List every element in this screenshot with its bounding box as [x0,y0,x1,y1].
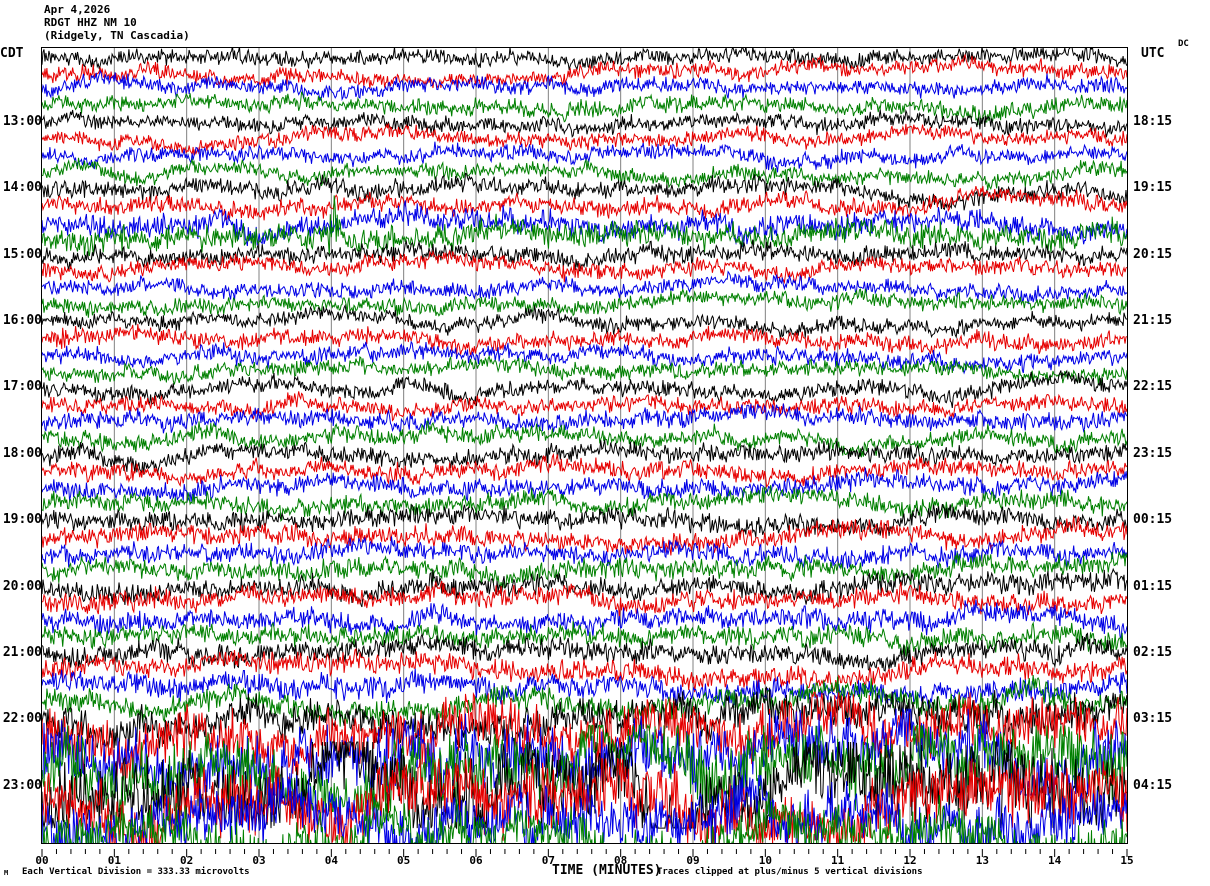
x-axis-tick-label: 00 [35,854,49,867]
x-axis-tick-label: 01 [107,854,121,867]
seismic-trace [42,452,1127,489]
x-axis-ticks [41,849,1128,857]
row-label-cdt: 17:00 [2,379,42,395]
seismic-trace [42,141,1127,173]
seismic-trace [42,632,1127,672]
dc-column-header: DC [1178,39,1189,49]
x-axis-tick-label: 09 [686,854,700,867]
x-axis-tick-label: 11 [831,854,845,867]
left-timezone-label: CDT [0,46,24,61]
row-label-cdt: 16:00 [2,312,42,328]
x-axis-tick-label: 06 [469,854,483,867]
seismic-trace [42,723,1127,814]
row-label-utc: 03:15 [1133,711,1173,727]
x-axis-tick-label: 12 [903,854,917,867]
row-label-cdt: 14:00 [2,180,42,196]
x-axis-tick-label: 05 [397,854,411,867]
seismic-trace [42,185,1127,221]
row-label-cdt: 13:00 [2,113,42,129]
seismic-trace [42,340,1127,375]
seismic-trace [42,53,1127,89]
row-label-cdt: 21:00 [2,645,42,661]
seismic-trace [42,108,1127,138]
helicorder-plot[interactable] [41,47,1128,844]
row-label-utc: 20:15 [1133,246,1173,262]
row-label-cdt: 15:00 [2,246,42,262]
header-location: (Ridgely, TN Cascadia) [44,29,190,42]
seismic-trace [42,249,1127,285]
header-station-channel: RDGT HHZ NM 10 [44,16,137,29]
x-axis: 00 01 02 03 04 05 06 07 08 09 10 11 12 13 14 15 [35,844,1134,867]
seismic-trace [42,323,1127,356]
x-axis-tick-label: 15 [1120,854,1134,867]
row-label-utc: 22:15 [1133,379,1173,395]
row-label-utc: 19:15 [1133,180,1173,196]
seismic-trace [42,304,1127,340]
seismic-trace [42,420,1127,458]
x-axis-tick-label: 02 [180,854,194,867]
row-label-cdt: 20:00 [2,578,42,594]
seismic-trace [42,516,1127,556]
seismic-trace [42,775,1127,843]
seismic-trace [42,503,1127,538]
seismic-trace [42,668,1127,709]
seismic-trace [42,369,1127,408]
seismic-trace [42,674,1127,727]
seismic-trace [42,172,1127,211]
row-label-utc: 23:15 [1133,445,1173,461]
seismic-trace [42,288,1127,318]
seismic-trace [42,551,1127,590]
row-label-cdt: 18:00 [2,445,42,461]
x-axis-tick-label: 10 [758,854,772,867]
x-axis-tick-label: 14 [1048,854,1062,867]
row-label-cdt: 22:00 [2,711,42,727]
row-label-cdt: 19:00 [2,512,42,528]
seismic-trace [42,403,1127,435]
x-axis-tick-label: 08 [614,854,628,867]
seismic-trace [42,791,1127,843]
seismic-trace [42,686,1127,751]
seismic-trace [42,354,1127,386]
seismic-trace [42,485,1127,523]
row-label-utc: 00:15 [1133,512,1173,528]
seismic-trace [42,580,1127,619]
footer-clip-note: Traces clipped at plus/minus 5 vertical … [657,867,923,877]
row-label-cdt: 23:00 [2,777,42,793]
x-axis-tick-label: 03 [252,854,266,867]
seismic-trace [42,536,1127,570]
seismic-trace [42,123,1127,157]
row-label-utc: 01:15 [1133,578,1173,594]
footer-marker-glyph: M [4,869,9,877]
seismic-trace [42,467,1127,502]
x-axis-tick-label: 07 [541,854,555,867]
seismic-trace [42,195,1127,257]
seismic-trace [42,157,1127,191]
seismic-trace [42,391,1127,422]
footer-scale-note: Each Vertical Division = 333.33 microvol… [22,867,250,877]
seismic-trace [42,48,1127,71]
row-label-utc: 02:15 [1133,645,1173,661]
seismic-trace [42,621,1127,657]
x-axis-tick-label: 04 [324,854,338,867]
x-axis-title: TIME (MINUTES) [552,863,662,878]
seismic-trace [42,200,1127,248]
seismic-trace [42,91,1127,126]
header-date: Apr 4,2026 [44,3,111,16]
x-axis-tick-label: 13 [975,854,989,867]
seismogram-canvas [42,48,1127,843]
seismic-trace [42,599,1127,640]
seismic-trace [42,69,1127,102]
seismic-trace [42,270,1127,305]
row-label-utc: 04:15 [1133,777,1173,793]
seismic-trace [42,648,1127,693]
row-label-utc: 21:15 [1133,312,1173,328]
seismic-trace [42,439,1127,475]
row-label-utc: 18:15 [1133,113,1173,129]
seismic-trace [42,567,1127,608]
right-timezone-label: UTC [1141,46,1165,61]
